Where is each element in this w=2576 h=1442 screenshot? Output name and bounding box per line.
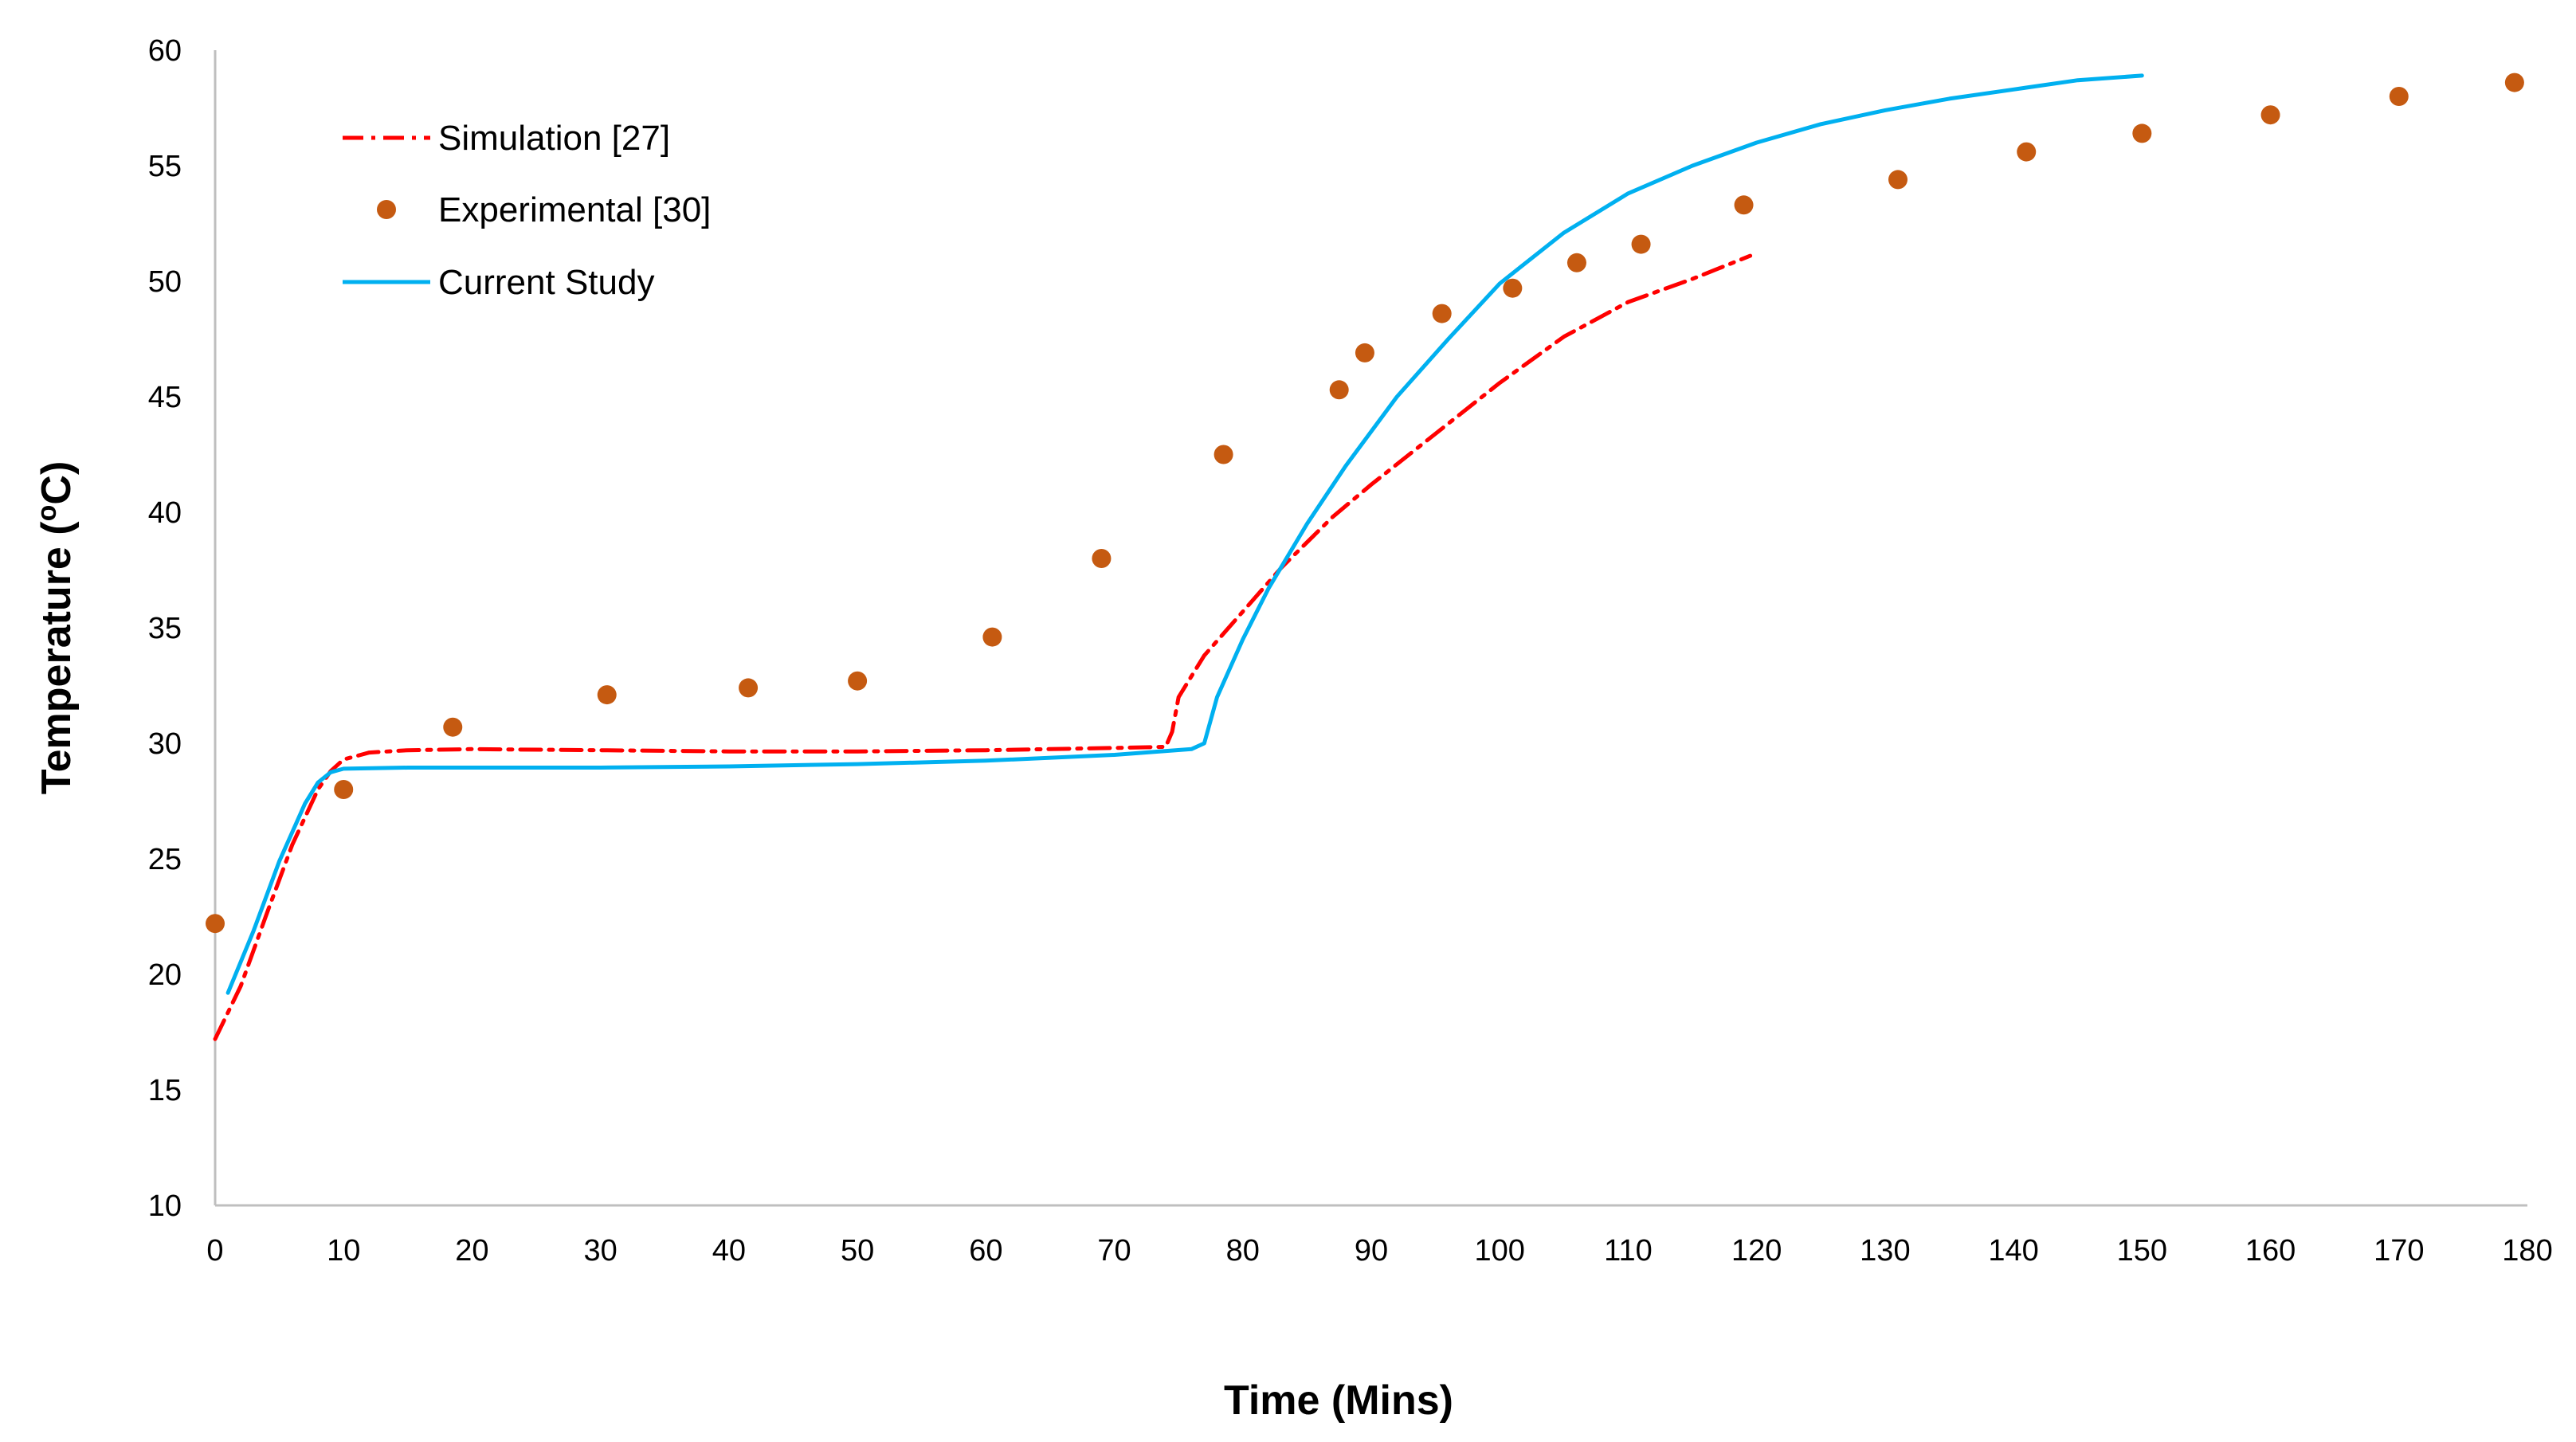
y-tick-label: 30: [148, 727, 182, 761]
x-tick-label: 100: [1475, 1234, 1525, 1268]
x-tick-label: 120: [1731, 1234, 1782, 1268]
experimental-point: [1566, 253, 1586, 272]
series-layer: [206, 72, 2524, 1041]
experimental-point: [443, 717, 463, 737]
experimental-point: [1092, 549, 1112, 568]
legend: Simulation [27] Experimental [30] Curren…: [343, 119, 711, 302]
x-tick-label: 180: [2502, 1234, 2552, 1268]
y-axis-title-end: C): [33, 461, 80, 505]
x-tick-label: 90: [1355, 1234, 1388, 1268]
plot-area: 0 10 20 30 40 50 60 70 80 90 100 110 120 130 140 150 160…: [148, 34, 2553, 1268]
x-tick-label: 30: [584, 1234, 618, 1268]
x-tick-label: 0: [206, 1234, 223, 1268]
y-tick-label: 60: [148, 34, 182, 68]
experimental-point: [982, 627, 1002, 647]
x-tick-label: 60: [969, 1234, 1002, 1268]
x-tick-label: 170: [2374, 1234, 2424, 1268]
y-tick-label: 45: [148, 381, 182, 414]
legend-simulation-label: Simulation [27]: [438, 119, 670, 158]
y-axis-title-main: Temperature (: [33, 521, 80, 795]
experimental-point: [1888, 170, 1908, 190]
experimental-point: [1734, 195, 1754, 215]
legend-current-study-label: Current Study: [438, 263, 654, 302]
current-study-line: [225, 73, 2144, 995]
legend-experimental-marker: [377, 200, 396, 219]
x-tick-label: 130: [1860, 1234, 1910, 1268]
x-tick-label: 160: [2245, 1234, 2296, 1268]
experimental-point: [1503, 278, 1523, 298]
y-tick-label: 50: [148, 265, 182, 299]
experimental-point: [1631, 234, 1651, 254]
y-axis-title: Temperature (oC): [32, 461, 80, 795]
experimental-point: [1355, 343, 1374, 362]
experimental-point: [1432, 304, 1452, 323]
x-tick-label: 140: [1988, 1234, 2038, 1268]
experimental-point: [1329, 380, 1349, 400]
x-tick-label: 70: [1097, 1234, 1131, 1268]
y-axis-title-sup: o: [32, 505, 62, 522]
x-tick-label: 110: [1604, 1234, 1653, 1268]
axis-ticks: 0 10 20 30 40 50 60 70 80 90 100 110 120 130 140 150 160…: [148, 34, 2553, 1268]
y-tick-label: 40: [148, 496, 182, 530]
x-tick-label: 10: [327, 1234, 360, 1268]
experimental-point: [206, 914, 225, 934]
experimental-point: [2389, 87, 2409, 106]
experimental-point: [2132, 123, 2152, 143]
y-tick-label: 25: [148, 843, 182, 876]
x-tick-label: 150: [2117, 1234, 2167, 1268]
x-axis-title: Time (Mins): [1224, 1377, 1453, 1424]
experimental-point: [597, 685, 617, 705]
experimental-point: [2504, 72, 2524, 92]
y-tick-label: 55: [148, 150, 182, 183]
x-tick-label: 40: [712, 1234, 746, 1268]
x-tick-label: 50: [841, 1234, 874, 1268]
experimental-point: [848, 671, 868, 691]
simulation-line: [213, 253, 1753, 1041]
experimental-point: [2017, 142, 2037, 162]
y-tick-label: 20: [148, 958, 182, 992]
experimental-point: [1214, 445, 1233, 464]
experimental-point: [739, 678, 759, 698]
experimental-point: [2260, 105, 2280, 125]
experimental-point: [334, 780, 354, 799]
y-tick-label: 35: [148, 612, 182, 645]
x-tick-label: 80: [1226, 1234, 1260, 1268]
x-tick-label: 20: [455, 1234, 488, 1268]
y-tick-label: 10: [148, 1189, 182, 1223]
legend-experimental-label: Experimental [30]: [438, 190, 711, 229]
y-tick-label: 15: [148, 1074, 182, 1107]
